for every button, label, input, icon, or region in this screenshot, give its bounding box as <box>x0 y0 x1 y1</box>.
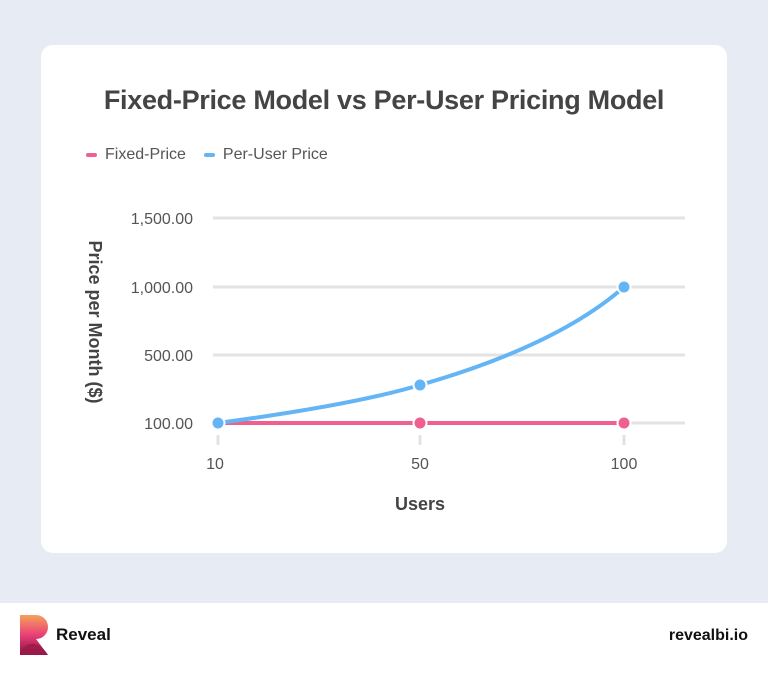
y-tick: 100.00 <box>144 416 193 433</box>
legend-label: Fixed-Price <box>105 146 186 163</box>
y-tick: 500.00 <box>144 348 193 365</box>
reveal-logo-icon <box>20 615 48 655</box>
chart-title: Fixed-Price Model vs Per-User Pricing Mo… <box>103 85 665 115</box>
per-user-swatch-icon <box>203 153 215 157</box>
legend: Fixed-Price Per-User Price <box>86 146 328 164</box>
x-tick: 100 <box>611 456 638 473</box>
data-point[interactable] <box>412 415 428 431</box>
x-tick: 10 <box>206 456 224 473</box>
data-point[interactable] <box>210 415 226 431</box>
y-tick: 1,500.00 <box>131 211 193 228</box>
site-link[interactable]: revealbi.io <box>668 627 748 644</box>
x-axis-label: Users <box>395 494 445 514</box>
data-point[interactable] <box>616 279 632 295</box>
data-point[interactable] <box>412 377 428 393</box>
legend-item-fixed-price[interactable]: Fixed-Price <box>86 146 186 164</box>
fixed-price-swatch-icon <box>86 153 97 157</box>
brand-logo: Reveal <box>18 613 111 657</box>
footer: Reveal revealbi.io <box>0 603 768 673</box>
data-point[interactable] <box>616 415 632 431</box>
legend-label: Per-User Price <box>222 146 328 163</box>
x-tick: 50 <box>411 456 429 473</box>
series-per-user-price <box>210 279 632 431</box>
brand-name: Reveal <box>56 625 111 644</box>
chart-card: Fixed-Price Model vs Per-User Pricing Mo… <box>41 45 727 553</box>
series-fixed-price <box>218 415 632 431</box>
y-axis-label: Price per Month ($) <box>85 240 105 403</box>
legend-item-per-user-price[interactable]: Per-User Price <box>203 146 328 164</box>
y-tick: 1,000.00 <box>131 280 193 297</box>
gridlines <box>213 216 685 445</box>
